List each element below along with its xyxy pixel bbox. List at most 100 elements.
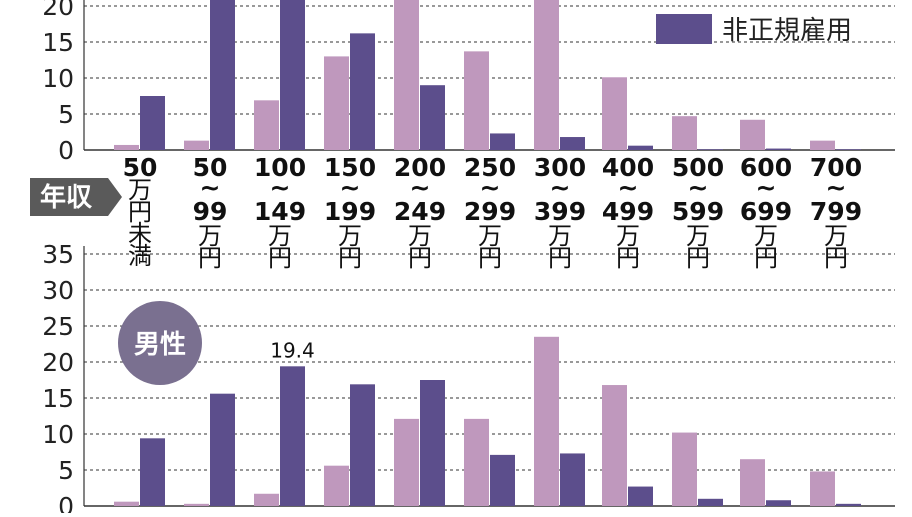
y-tick-label: 15 [42,384,74,413]
x-label-top: 50 [123,153,158,182]
bar-nonregular-7 [628,486,653,506]
y-tick-label: 20 [42,348,74,377]
y-tick-label: 10 [42,420,74,449]
x-label-tilde: ~ [756,173,777,202]
bar-regular-9 [740,119,765,150]
bar-nonregular-5 [490,454,515,506]
x-label-tilde: ~ [688,173,709,202]
bar-nonregular-4 [420,380,445,506]
bar-nonregular-9 [766,148,791,150]
x-label-unit-char: 円 [616,244,640,272]
bottom-panel-bars: 19.4 [114,336,861,506]
bar-nonregular-1 [210,0,235,151]
x-label-unit-char: 万 [686,222,710,250]
x-label-unit-char: 円 [754,244,778,272]
top-panel-y-ticks: 0 5 10 15 20 [42,0,74,165]
bar-regular-2 [254,100,279,150]
y-tick-label: 5 [58,100,74,129]
bar-nonregular-2 [280,0,305,151]
x-label-top: 250 [464,153,516,182]
bar-nonregular-6 [560,137,585,150]
x-label-tilde: ~ [550,173,571,202]
bar-regular-0 [114,144,139,150]
bar-nonregular-10 [836,149,861,150]
x-label-top: 200 [394,153,446,182]
x-label-bottom: 599 [672,197,724,226]
bar-regular-1 [184,140,209,150]
x-label-unit-char: 万 [548,222,572,250]
x-label-bottom: 799 [810,197,862,226]
bar-nonregular-8 [698,498,723,506]
x-label-tilde: ~ [200,173,221,202]
x-label-unit-char: 未 [128,220,152,248]
bar-nonregular-0 [140,96,165,150]
x-label-bottom: 149 [254,197,306,226]
legend-swatch-nonregular [656,14,712,44]
bar-regular-7 [602,385,627,506]
x-axis-badge: 年収 [30,178,122,216]
x-label-tilde: ~ [826,173,847,202]
bar-nonregular-6 [560,453,585,506]
x-axis-badge-shape [30,178,122,216]
x-label-unit-char: 万 [268,222,292,250]
x-label-unit-char: 万 [198,222,222,250]
x-label-tilde: ~ [340,173,361,202]
x-label-bottom: 699 [740,197,792,226]
bar-regular-5 [464,51,489,150]
x-label-unit-char: 万 [128,176,152,204]
x-label-unit-char: 万 [408,222,432,250]
x-label-top: 50 [193,153,228,182]
bar-regular-6 [534,0,559,151]
bar-nonregular-3 [350,384,375,506]
x-label-bottom: 299 [464,197,516,226]
x-label-unit-char: 万 [754,222,778,250]
bar-regular-4 [394,0,419,151]
bar-regular-10 [810,140,835,150]
x-label-unit-char: 万 [338,222,362,250]
bar-nonregular-10 [836,503,861,506]
x-label-tilde: ~ [480,173,501,202]
x-label-top: 500 [672,153,724,182]
bar-regular-10 [810,471,835,506]
bar-nonregular-5 [490,133,515,150]
x-label-top: 700 [810,153,862,182]
y-tick-label: 30 [42,276,74,305]
bar-regular-8 [672,432,697,506]
x-label-unit-char: 満 [128,242,152,270]
bar-regular-2 [254,493,279,506]
x-label-bottom: 99 [193,197,228,226]
bottom-panel-gridlines [83,246,895,507]
y-tick-label: 15 [42,28,74,57]
male-badge-circle [118,301,202,385]
bar-nonregular-4 [420,85,445,150]
x-label-unit-char: 円 [686,244,710,272]
x-label-unit-char: 円 [128,198,152,226]
bar-regular-3 [324,465,349,506]
y-tick-label: 20 [42,0,74,21]
bar-regular-1 [184,503,209,506]
bar-regular-0 [114,501,139,506]
y-tick-label: 10 [42,64,74,93]
top-panel-bars [114,0,861,151]
x-label-unit-char: 円 [198,244,222,272]
bar-nonregular-9 [766,500,791,506]
bottom-panel-y-ticks: 0 5 10 15 20 25 30 35 [42,240,74,517]
x-label-bottom: 399 [534,197,586,226]
legend: 非正規雇用 [656,14,852,46]
bar-regular-8 [672,116,697,150]
x-label-unit-char: 円 [338,244,362,272]
bar-nonregular-3 [350,33,375,150]
x-label-unit-char: 円 [478,244,502,272]
bar-regular-6 [534,336,559,506]
x-label-bottom: 499 [602,197,654,226]
x-label-tilde: ~ [618,173,639,202]
